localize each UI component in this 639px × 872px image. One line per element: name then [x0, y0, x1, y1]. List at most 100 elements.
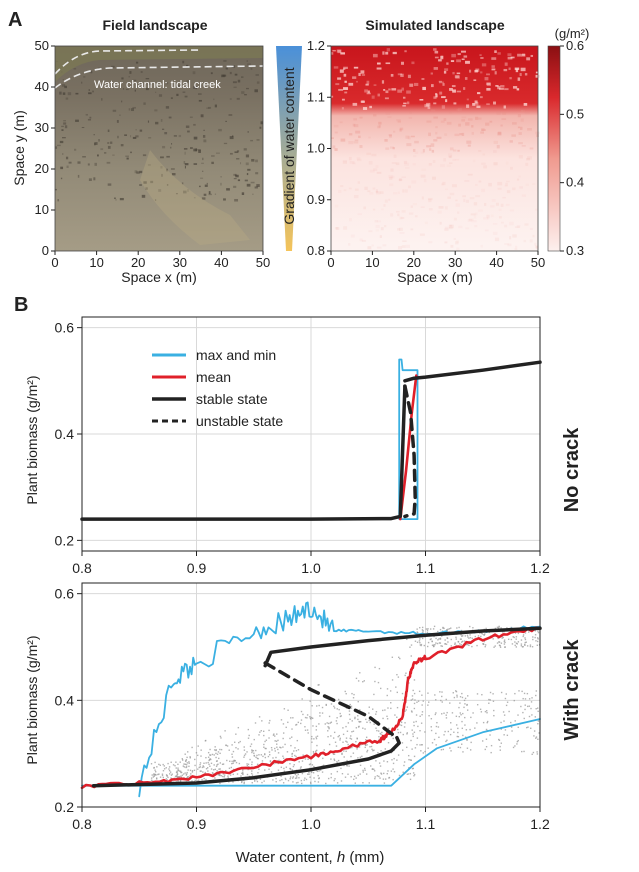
scatter-point [243, 754, 246, 757]
scatter-point [479, 708, 482, 710]
scatter-point [217, 751, 220, 753]
scatter-point [182, 773, 185, 775]
scatter-point [383, 772, 385, 775]
scatter-point [498, 738, 500, 741]
scatter-point [404, 674, 406, 677]
scatter-point [353, 775, 356, 778]
scatter-point [285, 778, 287, 781]
scatter-point [411, 729, 413, 731]
scatter-point [461, 635, 463, 637]
scatter-point [528, 715, 531, 718]
scatter-point [454, 643, 456, 645]
scatter-point [514, 745, 516, 747]
field-ytick-label: 0 [42, 243, 49, 258]
scatter-point [481, 633, 484, 635]
scatter-point [291, 755, 293, 758]
scatter-point [382, 717, 384, 720]
scatter-point [235, 733, 237, 735]
scatter-point [183, 766, 186, 768]
scatter-point [524, 641, 526, 644]
scatter-point [494, 635, 496, 637]
scatter-point [419, 730, 421, 732]
scatter-point [445, 698, 447, 701]
scatter-point [502, 711, 505, 713]
scatter-point [501, 637, 503, 639]
scatter-point [375, 711, 378, 713]
scatter-point [522, 711, 524, 714]
scatter-point [218, 757, 220, 760]
scatter-point [255, 749, 257, 752]
scatter-point [317, 781, 320, 783]
scatter-point [455, 636, 457, 638]
scatter-point [275, 740, 278, 743]
scatter-point [150, 779, 153, 781]
scatter-point [246, 763, 248, 765]
scatter-point [359, 709, 361, 711]
scatter-point [374, 776, 376, 778]
scatter-point [304, 726, 306, 728]
scatter-point [185, 773, 188, 775]
scatter-point [420, 722, 423, 724]
scatter-point [422, 752, 425, 754]
scatter-point [404, 710, 406, 712]
scatter-point [407, 773, 410, 775]
scatter-point [308, 773, 310, 775]
scatter-point [366, 744, 368, 746]
scatter-point [530, 727, 532, 729]
scatter-point [417, 725, 419, 728]
scatter-point [537, 638, 539, 640]
scatter-point [387, 707, 389, 709]
scatter-point [386, 772, 388, 775]
scatter-point [308, 771, 310, 774]
scatter-point [466, 704, 468, 706]
scatter-point [459, 712, 461, 714]
scatter-point [219, 752, 221, 755]
scatter-point [537, 630, 539, 632]
sim-ytick-label: 1.1 [307, 89, 325, 104]
scatter-point [537, 631, 540, 634]
scatter-point [287, 721, 289, 724]
scatter-point [503, 714, 506, 716]
scatter-point [537, 707, 539, 709]
scatter-point [330, 773, 333, 775]
scatter-point [458, 626, 460, 629]
field-ylabel: Space y (m) [11, 110, 27, 185]
scatter-point [180, 776, 183, 779]
scatter-point [227, 775, 229, 777]
scatter-point [401, 742, 404, 744]
scatter-point [484, 644, 487, 646]
scatter-point [270, 746, 273, 749]
scatter-point [354, 717, 356, 720]
scatter-point [209, 748, 211, 751]
scatter-point [222, 773, 225, 775]
scatter-point [406, 773, 409, 775]
scatter-point [436, 642, 439, 645]
scatter-point [214, 777, 216, 779]
scatter-point [239, 740, 241, 743]
scatter-point [390, 770, 393, 772]
scatter-point [441, 713, 443, 715]
scatter-point [307, 758, 309, 760]
scatter-point [211, 753, 214, 756]
scatter-point [189, 756, 191, 758]
scatter-point [455, 638, 457, 640]
scatter-point [309, 781, 312, 784]
scatter-point [360, 744, 362, 746]
scatter-point [535, 690, 538, 692]
scatter-point [450, 728, 452, 731]
field-photo [54, 46, 264, 251]
xtick-label: 0.8 [72, 560, 92, 576]
scatter-point [158, 763, 160, 766]
scatter-point [242, 773, 244, 776]
scatter-point [391, 679, 394, 681]
scatter-point [397, 731, 400, 734]
scatter-point [154, 771, 157, 773]
scatter-point [456, 735, 458, 738]
scatter-point [297, 749, 300, 751]
xtick-label: 1.0 [301, 560, 321, 576]
scatter-point [353, 693, 355, 696]
scatter-point [210, 768, 213, 770]
scatter-point [449, 747, 451, 749]
scatter-point [213, 749, 216, 751]
scatter-point [191, 746, 193, 749]
